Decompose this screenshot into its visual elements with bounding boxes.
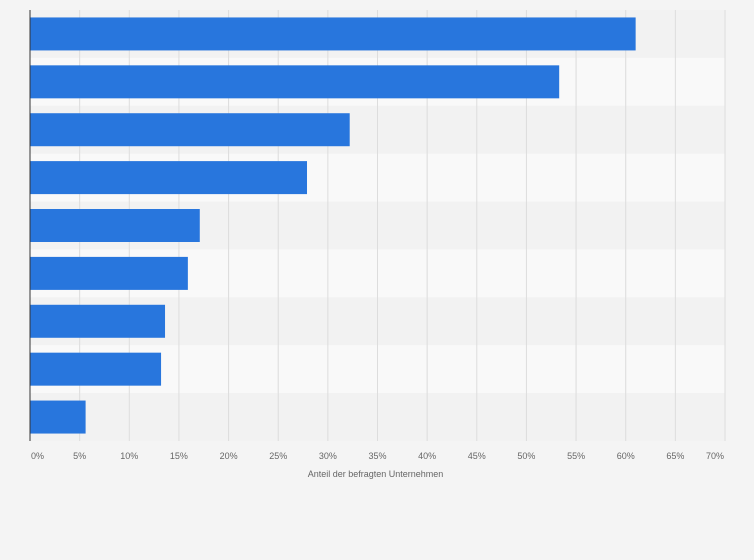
x-axis-title: Anteil der befragten Unternehmen [308, 469, 444, 479]
x-tick-label: 15% [170, 451, 188, 461]
bar[interactable] [30, 256, 188, 290]
x-tick-label: 50% [517, 451, 535, 461]
x-tick-label: 40% [418, 451, 436, 461]
bar[interactable] [30, 161, 308, 195]
bar[interactable] [30, 65, 560, 99]
x-tick-label: 70% [706, 451, 724, 461]
x-tick-label: 10% [120, 451, 138, 461]
bar[interactable] [30, 352, 162, 386]
bar[interactable] [30, 209, 200, 242]
x-tick-label: 60% [617, 451, 635, 461]
x-tick-label: 20% [220, 451, 238, 461]
x-tick-label: 55% [567, 451, 585, 461]
x-tick-label: 65% [666, 451, 684, 461]
bar[interactable] [30, 17, 636, 51]
bar[interactable] [30, 400, 86, 434]
x-tick-label: 45% [468, 451, 486, 461]
x-tick-label: 30% [319, 451, 337, 461]
x-axis-ticks: 0% 5% 10% 15% 20% 25% 30% 35% 40% 45% 50% 55% 60% 65%… [31, 451, 724, 461]
bar[interactable] [30, 304, 166, 338]
x-tick-label: 0% [31, 451, 44, 461]
x-tick-label: 35% [368, 451, 386, 461]
x-tick-label: 5% [73, 451, 86, 461]
bar-series [30, 17, 636, 434]
bar[interactable] [30, 113, 350, 147]
x-tick-label: 25% [269, 451, 287, 461]
